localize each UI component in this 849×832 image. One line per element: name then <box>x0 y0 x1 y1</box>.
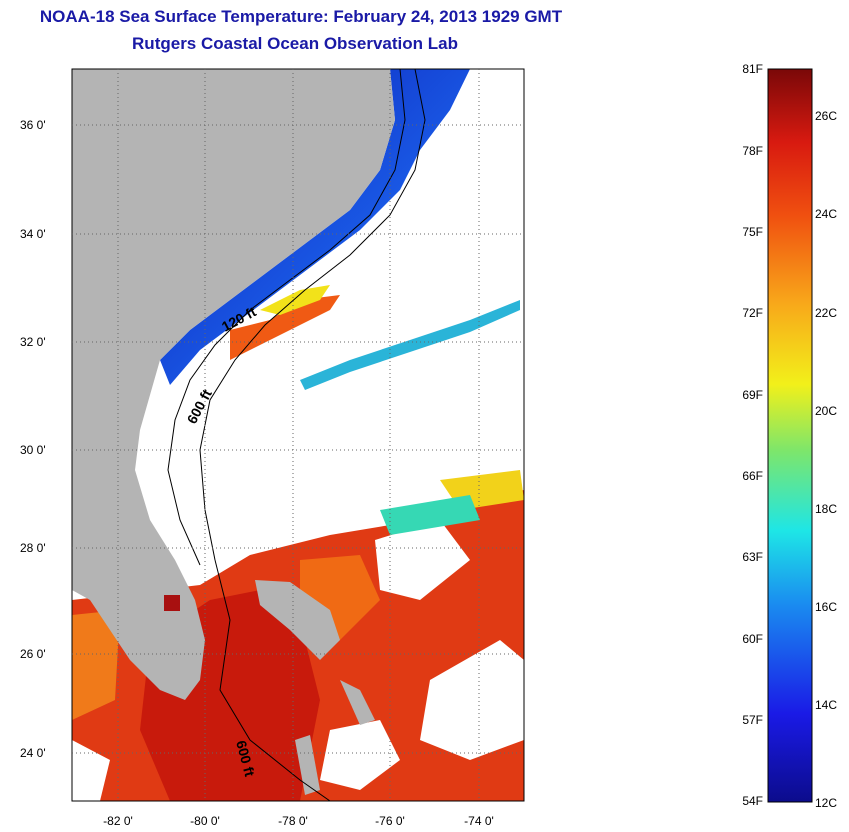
colorbar-f-label: 75F <box>742 225 763 239</box>
cold-coastal-water <box>160 69 470 385</box>
colorbar-f-label: 81F <box>742 62 763 76</box>
map-border <box>71 68 525 802</box>
lon-label: -76 0' <box>375 814 405 828</box>
lat-label: 24 0' <box>20 746 46 760</box>
cloud-patch <box>420 640 524 760</box>
lat-label: 36 0' <box>20 118 46 132</box>
colorbar-c-label: 14C <box>815 698 838 712</box>
lat-label: 28 0' <box>20 541 46 555</box>
colorbar <box>767 68 813 803</box>
lat-label: 34 0' <box>20 227 46 241</box>
colorbar-f-label: 66F <box>742 469 763 483</box>
colorbar-f-label: 69F <box>742 388 763 402</box>
colorbar-c-label: 12C <box>815 796 838 810</box>
lat-label: 30 0' <box>20 443 46 457</box>
green-band <box>380 495 480 535</box>
colorbar-c-label: 26C <box>815 109 838 123</box>
lake-okeechobee <box>164 595 180 611</box>
colorbar-f-label: 60F <box>742 632 763 646</box>
colorbar-c-label: 16C <box>815 600 838 614</box>
colorbar-c-label: 20C <box>815 404 838 418</box>
cloud-patch <box>320 720 400 790</box>
grid-lines <box>72 69 524 801</box>
lat-label: 26 0' <box>20 647 46 661</box>
warm-water-orange <box>72 610 120 720</box>
colorbar-f-label: 54F <box>742 794 763 808</box>
map-title: NOAA-18 Sea Surface Temperature: Februar… <box>39 7 563 26</box>
island <box>255 580 340 660</box>
cyan-filament <box>300 300 520 390</box>
lon-label: -78 0' <box>278 814 308 828</box>
cloud-patch <box>375 520 470 600</box>
land-mass <box>72 69 395 700</box>
cloud-patch <box>72 740 110 801</box>
colorbar-c-label: 22C <box>815 306 838 320</box>
lat-label: 32 0' <box>20 335 46 349</box>
colorbar-c-label: 24C <box>815 207 838 221</box>
colorbar-f-label: 72F <box>742 306 763 320</box>
colorbar-f-label: 63F <box>742 550 763 564</box>
lon-label: -82 0' <box>103 814 133 828</box>
isobath-600ft <box>199 69 426 561</box>
lon-label: -80 0' <box>190 814 220 828</box>
island <box>340 680 375 725</box>
isobath-120ft <box>167 69 406 566</box>
island <box>295 735 320 795</box>
colorbar-c-label: 18C <box>815 502 838 516</box>
colorbar-f-label: 78F <box>742 144 763 158</box>
lon-label: -74 0' <box>464 814 494 828</box>
isobath-south <box>214 559 331 801</box>
yellow-filament <box>260 285 330 315</box>
colorbar-f-label: 57F <box>742 713 763 727</box>
map-subtitle: Rutgers Coastal Ocean Observation Lab <box>132 34 458 53</box>
warm-filament <box>230 295 340 360</box>
